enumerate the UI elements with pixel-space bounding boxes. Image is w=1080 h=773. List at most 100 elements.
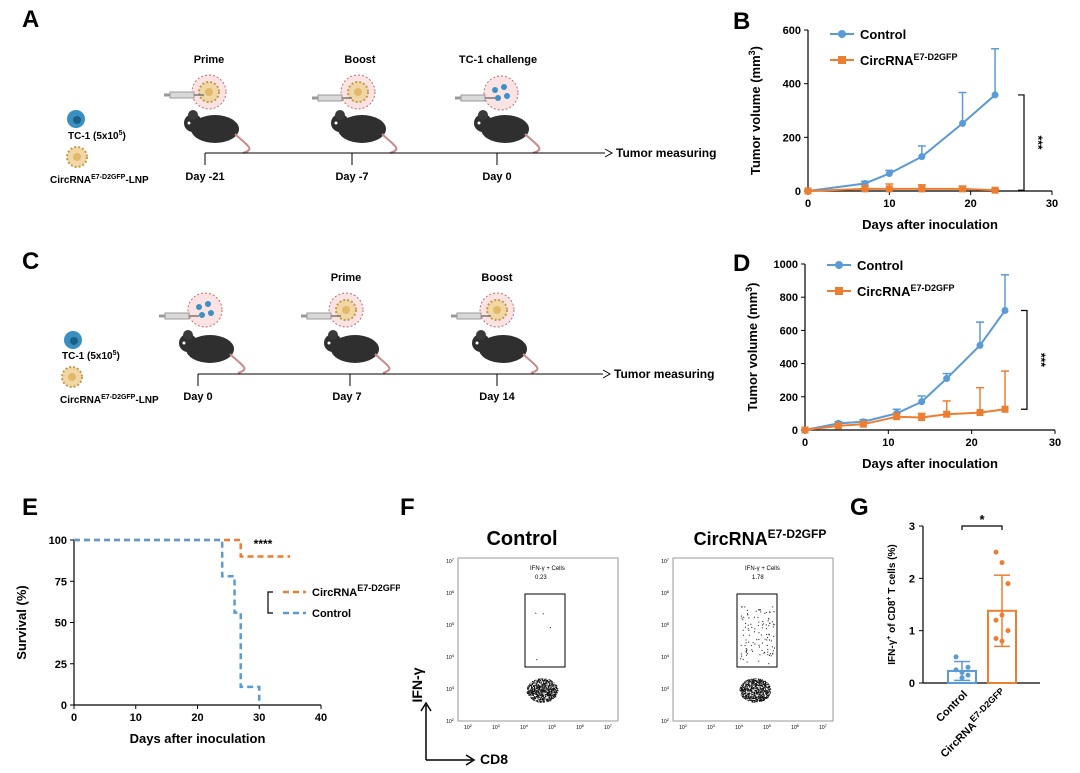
event-dot [750, 699, 752, 701]
event-dot [748, 692, 750, 694]
data-point [999, 612, 1005, 618]
event-dot [748, 694, 750, 696]
event-dot [550, 687, 552, 689]
event-dot [536, 659, 538, 661]
event-dot [555, 689, 557, 691]
event-dot [545, 685, 547, 687]
event-dot [542, 700, 544, 702]
event-dot [552, 686, 554, 688]
event-dot [755, 698, 757, 700]
panel-label-b: B [733, 8, 751, 35]
event-dot [551, 690, 553, 692]
event-dot [751, 679, 753, 681]
event-dot [742, 696, 744, 698]
event-dot [750, 699, 752, 701]
event-dot [547, 692, 549, 694]
event-dot [746, 684, 748, 686]
event-dot [749, 695, 751, 697]
event-dot [532, 692, 534, 694]
event-dot [538, 680, 540, 682]
event-dot [536, 700, 538, 702]
event-dot [762, 623, 764, 625]
event-dot [532, 697, 534, 699]
event-dot [550, 692, 552, 694]
event-dot [746, 654, 748, 656]
event-dot [751, 688, 753, 690]
event-dot [755, 678, 757, 680]
event-dot [761, 627, 763, 629]
event-dot [555, 692, 557, 694]
event-dot [757, 698, 759, 700]
event-dot [749, 698, 751, 700]
event-dot [756, 679, 758, 681]
event-dot [747, 690, 749, 692]
event-dot [759, 689, 761, 691]
event-dot [743, 697, 745, 699]
event-dot [758, 660, 760, 662]
event-dot [740, 686, 742, 688]
event-dot [762, 681, 764, 683]
event-dot [741, 686, 743, 688]
event-dot [550, 688, 552, 690]
event-dot [747, 628, 749, 630]
chart-d-tumor-volume: 0 10 20 30 0 200 400 600 800 1000 Days after inocu… [744, 258, 1061, 471]
event-dot [763, 694, 765, 696]
event-dot [763, 699, 765, 701]
event-dot [549, 700, 551, 702]
event-dot [551, 692, 553, 694]
event-dot [757, 692, 759, 694]
svg-text:Day -7: Day -7 [335, 171, 368, 183]
event-dot [764, 681, 766, 683]
data-point [834, 422, 842, 430]
event-dot [529, 694, 531, 696]
event-dot [769, 690, 771, 692]
data-point [976, 409, 984, 417]
y-tick-label: 103 [446, 685, 455, 693]
event-dot [745, 690, 747, 692]
event-dot [545, 694, 547, 696]
event-dot [533, 698, 535, 700]
event-dot [759, 698, 761, 700]
event-dot [536, 683, 538, 685]
event-dot [746, 695, 748, 697]
event-dot [761, 689, 763, 691]
event-dot [536, 690, 538, 692]
event-dot [554, 688, 556, 690]
event-dot [534, 690, 536, 692]
event-dot [543, 701, 545, 703]
event-dot [530, 687, 532, 689]
event-dot [542, 687, 544, 689]
event-dot [539, 701, 541, 703]
event-dot [546, 687, 548, 689]
event-dot [768, 654, 770, 656]
event-dot [755, 688, 757, 690]
event-dot [746, 613, 748, 615]
event-dot [760, 697, 762, 699]
event-dot [741, 691, 743, 693]
event-dot [772, 606, 774, 608]
legend-lnp-text: CircRNAE7-D2GFP-LNP [60, 394, 159, 406]
step-1: Day 0 [157, 292, 246, 403]
event-dot [533, 690, 535, 692]
event-dot [758, 621, 760, 623]
event-dot [541, 680, 543, 682]
data-point [959, 119, 967, 127]
event-dot [765, 690, 767, 692]
data-point [965, 664, 971, 670]
event-dot [755, 687, 757, 689]
chart-b-tumor-volume: 0 10 20 30 0 200 400 600 Days after inoculation T… [747, 25, 1058, 232]
event-dot [536, 684, 538, 686]
x-tick-label: 0 [805, 198, 811, 210]
event-dot [554, 693, 556, 695]
event-dot [756, 687, 758, 689]
event-dot [545, 699, 547, 701]
event-dot [747, 694, 749, 696]
event-dot [535, 696, 537, 698]
event-dot [753, 681, 755, 683]
event-dot [750, 692, 752, 694]
event-dot [556, 692, 558, 694]
y-tick-label: 400 [783, 79, 801, 91]
event-dot [763, 699, 765, 701]
event-dot [745, 647, 747, 649]
event-dot [554, 695, 556, 697]
